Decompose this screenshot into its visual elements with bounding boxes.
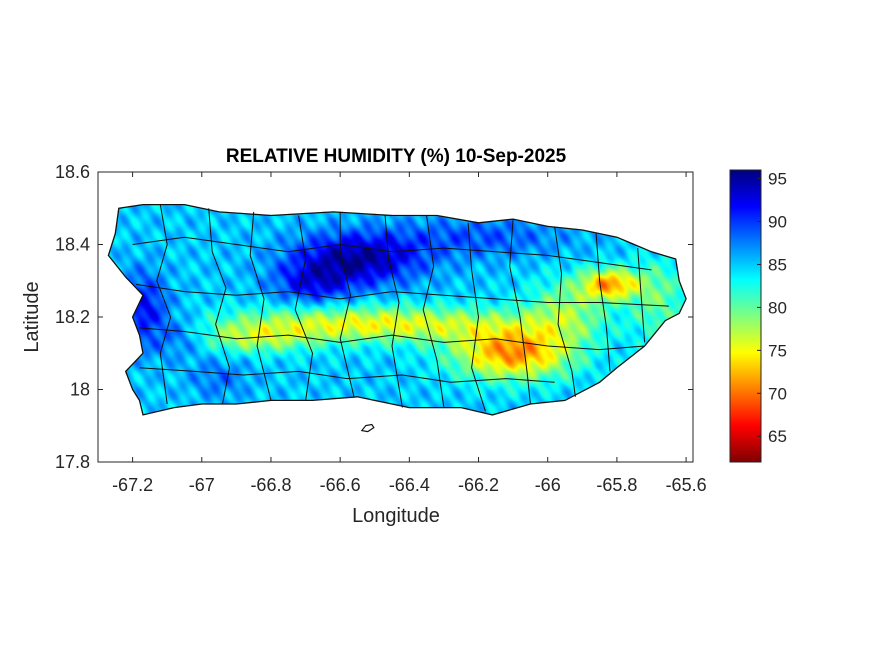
municipality-border bbox=[554, 226, 576, 397]
municipality-border bbox=[139, 327, 645, 351]
municipality-border bbox=[384, 215, 403, 408]
x-tick-label: -66.6 bbox=[320, 475, 361, 495]
colorbar-tick-label: 95 bbox=[768, 170, 787, 189]
colorbar-tick-label: 85 bbox=[768, 255, 787, 274]
y-axis-label: Latitude bbox=[21, 281, 43, 352]
municipality-border bbox=[294, 215, 314, 401]
coastline bbox=[107, 203, 687, 416]
colorbar-tick-label: 75 bbox=[768, 341, 787, 360]
municipality-border bbox=[132, 236, 652, 271]
municipality-border bbox=[595, 233, 611, 372]
colorbar-tick-label: 80 bbox=[768, 298, 787, 317]
municipality-border bbox=[156, 204, 172, 405]
x-tick-label: -67.2 bbox=[112, 475, 153, 495]
y-axis-ticks: 17.8 18 18.2 18.4 18.6 bbox=[55, 162, 693, 472]
municipality-border bbox=[139, 367, 555, 383]
y-tick-label: 18.6 bbox=[55, 162, 90, 182]
y-tick-label: 18.2 bbox=[55, 307, 90, 327]
municipality-border bbox=[339, 211, 355, 397]
municipality-border bbox=[509, 219, 531, 405]
x-tick-label: -67 bbox=[189, 475, 215, 495]
municipality-border bbox=[249, 211, 272, 401]
colorbar-tick-label: 70 bbox=[768, 384, 787, 403]
y-tick-label: 18.4 bbox=[55, 235, 90, 255]
municipality-border bbox=[467, 222, 486, 412]
colorbar-tick-label: 65 bbox=[768, 427, 787, 446]
humidity-map bbox=[107, 203, 688, 433]
colorbar-tick-label: 90 bbox=[768, 213, 787, 232]
caja-de-muertos-islet bbox=[360, 423, 375, 433]
x-tick-label: -65.6 bbox=[666, 475, 707, 495]
municipality-border bbox=[136, 283, 669, 307]
colorbar: 65 70 75 80 85 90 95 bbox=[729, 169, 787, 463]
x-axis-ticks: -67.2 -67 -66.8 -66.6 -66.4 -66.2 -66 -65.8 -65.… bbox=[112, 172, 707, 495]
x-tick-label: -65.8 bbox=[596, 475, 637, 495]
chart-title: RELATIVE HUMIDITY (%) 10-Sep-2025 bbox=[226, 146, 567, 167]
x-tick-label: -66 bbox=[535, 475, 561, 495]
x-tick-label: -66.2 bbox=[458, 475, 499, 495]
municipality-borders bbox=[132, 204, 669, 412]
x-tick-label: -66.4 bbox=[389, 475, 430, 495]
y-tick-label: 18 bbox=[70, 380, 90, 400]
x-tick-label: -66.8 bbox=[250, 475, 291, 495]
colorbar-gradient bbox=[729, 169, 762, 463]
x-axis-label: Longitude bbox=[352, 505, 440, 527]
map-axes: -67.2 -67 -66.8 -66.6 -66.4 -66.2 -66 -65.8 -65.… bbox=[55, 162, 707, 495]
municipality-border bbox=[637, 248, 646, 343]
y-tick-label: 17.8 bbox=[55, 452, 90, 472]
colorbar-ticks: 65 70 75 80 85 90 95 bbox=[757, 170, 787, 446]
